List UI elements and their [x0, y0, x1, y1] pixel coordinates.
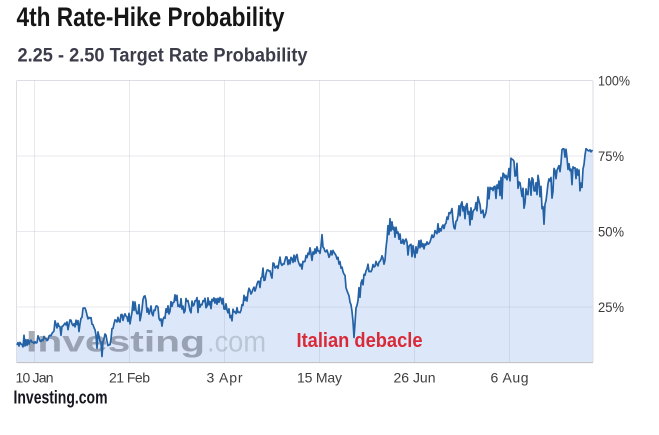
svg-text:100%: 100% — [598, 73, 630, 89]
svg-text:6 Aug: 6 Aug — [491, 370, 529, 386]
svg-text:.com: .com — [207, 326, 266, 359]
svg-text:Investing.com: Investing.com — [14, 387, 108, 407]
svg-text:50%: 50% — [598, 224, 624, 240]
svg-text:4th Rate-Hike Probability: 4th Rate-Hike Probability — [17, 2, 285, 32]
svg-text:Investing: Investing — [26, 326, 205, 359]
svg-text:25%: 25% — [598, 299, 624, 315]
svg-text:10 Jan: 10 Jan — [16, 370, 54, 386]
svg-text:Italian debacle: Italian debacle — [297, 329, 423, 352]
svg-text:26 Jun: 26 Jun — [394, 370, 436, 386]
svg-text:2.25 - 2.50 Target Rate Probab: 2.25 - 2.50 Target Rate Probability — [18, 46, 308, 67]
svg-text:15 May: 15 May — [297, 370, 342, 386]
svg-text:3 Apr: 3 Apr — [207, 370, 243, 386]
svg-text:75%: 75% — [598, 148, 624, 164]
svg-text:21 Feb: 21 Feb — [109, 370, 150, 386]
